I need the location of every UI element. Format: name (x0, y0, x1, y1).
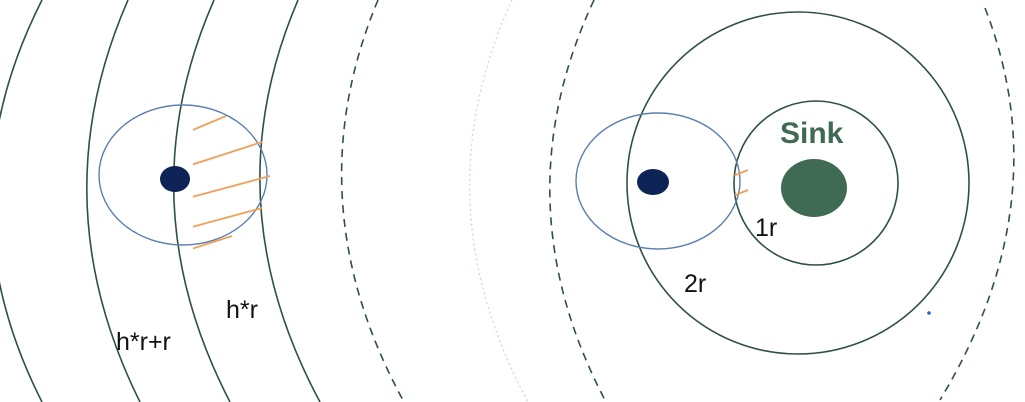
dashed-outer-ring (550, 0, 606, 402)
overlap-hatch (188, 116, 270, 250)
sink-overlap-hatch (728, 170, 748, 198)
right-node-group (576, 113, 748, 249)
marker-dot (927, 311, 931, 315)
sink-label: Sink (780, 117, 844, 150)
hop-ring-3 (174, 0, 230, 402)
label-1r: 1r (755, 214, 777, 242)
left-node-group (99, 105, 270, 250)
left-hop-rings (0, 0, 404, 402)
label-2r: 2r (684, 270, 706, 298)
label-h-r-plus-r: h*r+r (116, 328, 171, 356)
hop-ring-4 (260, 0, 320, 402)
dashed-right-edge (940, 8, 1014, 400)
hop-ring-1 (0, 0, 42, 402)
sink-node (781, 159, 847, 217)
faint-outer-arc (470, 0, 528, 402)
sensor-node-right (637, 169, 669, 195)
hop-ring-dashed (342, 0, 404, 402)
sensor-node (160, 166, 190, 192)
label-h-r: h*r (226, 296, 258, 324)
